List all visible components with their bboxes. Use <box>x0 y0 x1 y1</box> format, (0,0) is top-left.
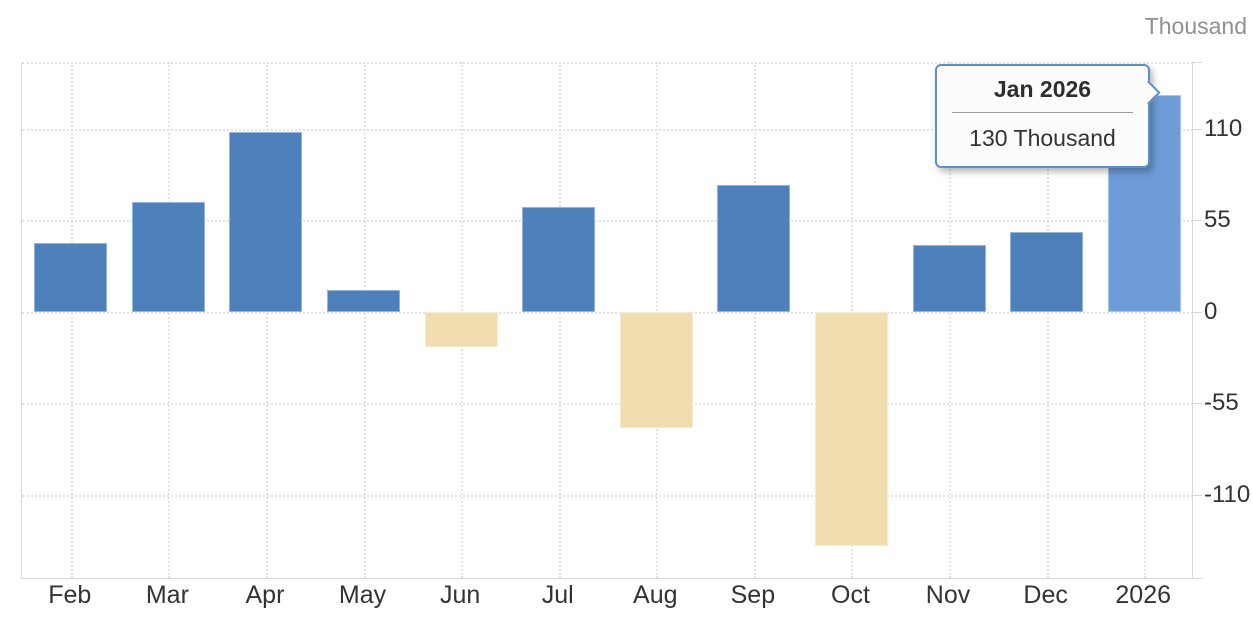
tooltip-title: Jan 2026 <box>952 76 1133 113</box>
gridline-vertical <box>70 62 73 578</box>
x-axis-label-nov: Nov <box>925 581 971 609</box>
x-axis-label-2026: 2026 <box>1115 581 1172 609</box>
x-axis-label-dec: Dec <box>1023 581 1068 609</box>
gridline-vertical <box>363 62 366 578</box>
tooltip: Jan 2026 130 Thousand <box>935 64 1161 168</box>
y-axis-label: -110 <box>1204 480 1251 508</box>
x-axis-label-apr: Apr <box>245 581 285 609</box>
gridline-horizontal <box>22 62 1193 64</box>
x-axis-label-jul: Jul <box>541 581 574 609</box>
gridline-vertical <box>1144 62 1147 578</box>
x-axis: Feb Mar Apr May Jun Jul Aug Sep Oct Nov Dec 2026 <box>21 581 1193 617</box>
y-axis-tick <box>1193 220 1202 222</box>
gridline-horizontal <box>22 311 1193 314</box>
y-axis-tick <box>1193 578 1202 579</box>
gridline-vertical <box>1046 62 1049 578</box>
x-axis-label-aug: Aug <box>633 581 678 609</box>
x-axis-label-may: May <box>338 581 387 609</box>
bar-mar[interactable] <box>131 201 205 312</box>
x-axis-label-mar: Mar <box>145 581 189 609</box>
bar-may[interactable] <box>327 290 401 312</box>
plot-area <box>21 62 1193 579</box>
y-axis-tick <box>1193 128 1202 130</box>
y-axis-unit-label: Thousand <box>1144 13 1247 39</box>
y-axis: 110 55 0 -55 -110 <box>1192 62 1253 579</box>
x-axis-label-oct: Oct <box>831 581 870 609</box>
x-axis-label-sep: Sep <box>730 581 776 609</box>
gridline-horizontal <box>22 128 1193 131</box>
bar-dec[interactable] <box>1010 231 1084 312</box>
gridline-horizontal <box>22 494 1193 497</box>
bar-jul[interactable] <box>522 206 596 312</box>
bar-apr[interactable] <box>229 131 303 312</box>
gridline-vertical <box>753 62 756 578</box>
gridline-vertical <box>265 62 268 578</box>
y-axis-tick <box>1193 494 1202 496</box>
y-axis-label: 110 <box>1204 114 1243 142</box>
gridline-vertical <box>949 62 952 578</box>
x-axis-label-feb: Feb <box>48 581 92 609</box>
y-axis-label: -55 <box>1204 389 1239 417</box>
y-axis-tick <box>1193 311 1202 313</box>
gridline-horizontal <box>22 403 1193 406</box>
x-axis-label-jun: Jun <box>439 581 481 609</box>
bar-feb[interactable] <box>34 243 108 312</box>
tooltip-value: 130 Thousand <box>969 125 1116 151</box>
y-axis-tick <box>1193 62 1202 63</box>
y-axis-label: 0 <box>1204 297 1218 325</box>
bar-jun[interactable] <box>424 311 498 347</box>
y-axis-tick <box>1193 403 1202 405</box>
gridline-vertical <box>168 62 171 578</box>
bar-aug[interactable] <box>619 311 693 429</box>
bar-oct[interactable] <box>814 311 888 547</box>
bar-nov[interactable] <box>912 245 986 312</box>
gridline-vertical <box>558 62 561 578</box>
y-axis-label: 55 <box>1204 206 1231 234</box>
gridline-horizontal <box>22 220 1193 223</box>
bar-sep[interactable] <box>717 185 791 312</box>
